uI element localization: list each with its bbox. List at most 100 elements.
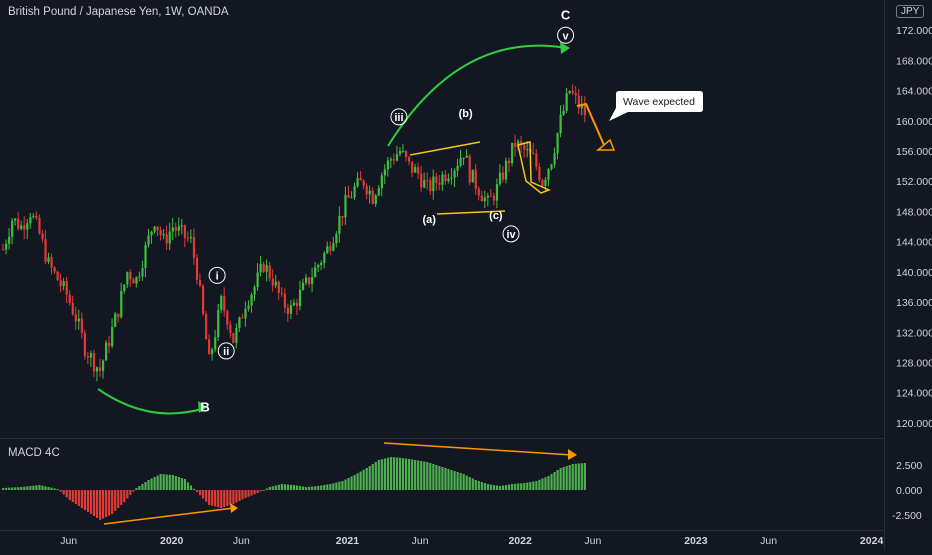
candle-body <box>535 153 538 167</box>
macd-bar <box>35 485 38 490</box>
candle-body <box>289 305 293 314</box>
macd-bar <box>441 467 444 490</box>
candle-body <box>511 142 514 164</box>
macd-bar <box>562 467 565 490</box>
macd-bar <box>108 490 111 516</box>
macd-bar <box>511 484 514 490</box>
candle-body <box>223 296 226 312</box>
candle-body <box>517 141 520 147</box>
candles-layer[interactable] <box>2 84 586 382</box>
macd-bar <box>14 487 17 490</box>
macd-bar <box>250 490 253 496</box>
macd-bar <box>553 472 556 490</box>
macd-bar <box>468 477 471 490</box>
macd-bar <box>320 485 323 490</box>
macd-bar <box>53 488 56 490</box>
macd-bar <box>268 487 271 490</box>
macd-bar <box>189 485 193 490</box>
macd-bar <box>489 484 493 490</box>
candle-body <box>256 272 259 288</box>
annotations-layer[interactable]: Wave expected <box>97 42 703 525</box>
wave-label: iv <box>506 229 516 241</box>
candle-body <box>177 226 180 231</box>
candle-body <box>156 226 159 231</box>
price-tick-label: 120.000 <box>896 418 932 430</box>
price-tick-label: 124.000 <box>896 388 932 400</box>
candle-body <box>117 313 120 318</box>
price-axis[interactable]: 172.000 168.000 164.000 160.000 156.000 152.0… <box>896 25 932 430</box>
macd-bar <box>504 485 508 490</box>
macd-bar <box>432 464 435 490</box>
macd-bar <box>450 470 453 490</box>
macd-bar <box>5 487 8 490</box>
candle-body <box>444 174 447 182</box>
macd-bar <box>292 485 296 490</box>
candle-body <box>20 225 23 229</box>
macd-bar <box>244 490 247 498</box>
macd-bar <box>138 486 141 490</box>
macd-bar <box>132 490 135 492</box>
candle-body <box>189 237 193 239</box>
candle-body <box>165 234 168 244</box>
macd-title[interactable]: MACD 4C <box>8 447 60 459</box>
macd-bar <box>411 459 414 490</box>
macd-bar <box>550 474 553 490</box>
candle-body <box>41 233 44 240</box>
candle-body <box>308 277 311 285</box>
candle-body <box>211 349 214 355</box>
candle-body <box>120 291 123 318</box>
macd-bar <box>335 482 338 490</box>
macd-bar <box>247 490 250 497</box>
macd-orange-divergence-low-head <box>230 503 238 513</box>
candle-body <box>132 279 135 284</box>
candle-body <box>465 155 468 158</box>
price-tick-label: 156.000 <box>896 146 932 158</box>
candle-body <box>226 311 229 325</box>
candle-body <box>301 282 305 290</box>
macd-orange-divergence-high-head <box>568 449 577 460</box>
macd-bar <box>147 480 150 490</box>
currency-badge[interactable]: JPY <box>896 5 925 18</box>
candle-body <box>432 176 435 192</box>
macd-bar <box>20 487 23 490</box>
wave-label: iii <box>394 112 403 124</box>
candle-body <box>386 160 390 170</box>
macd-bar <box>311 486 314 490</box>
macd-bar <box>389 457 393 490</box>
macd-bar <box>483 483 486 490</box>
price-tick-label: 140.000 <box>896 267 932 279</box>
candle-body <box>480 195 483 202</box>
candle-body <box>68 294 71 303</box>
green-arrow-top <box>387 44 568 147</box>
wave-label: (b) <box>459 108 473 120</box>
candle-body <box>541 180 544 186</box>
macd-bar <box>277 484 280 490</box>
candle-body <box>56 271 59 281</box>
green-arrow-bc <box>97 388 206 415</box>
macd-histogram-layer[interactable] <box>2 457 586 520</box>
macd-bar <box>286 484 290 490</box>
callout-bubble[interactable]: Wave expected <box>609 91 703 121</box>
candle-body <box>271 278 274 286</box>
candle-body <box>17 218 20 229</box>
macd-bar <box>514 483 517 490</box>
macd-bar <box>198 490 202 496</box>
macd-bar <box>8 487 11 490</box>
candle-body <box>401 150 405 152</box>
candle-body <box>205 313 208 340</box>
macd-bar <box>538 479 541 490</box>
candle-body <box>371 190 374 204</box>
macd-bar <box>423 461 426 490</box>
wave-label: i <box>216 270 219 282</box>
candle-body <box>550 164 553 170</box>
candle-body <box>492 195 496 201</box>
macd-bar <box>68 490 71 500</box>
macd-bar <box>195 490 199 492</box>
chart-title[interactable]: British Pound / Japanese Yen, 1W, OANDA <box>8 6 229 18</box>
time-axis[interactable]: Jun 2020 Jun 2021 Jun 2022 Jun 2023 Jun 2024 <box>60 535 883 547</box>
macd-bar <box>217 490 220 508</box>
candle-body <box>429 180 432 192</box>
macd-bar <box>486 484 489 490</box>
macd-bar <box>317 486 320 490</box>
candle-body <box>468 155 471 183</box>
